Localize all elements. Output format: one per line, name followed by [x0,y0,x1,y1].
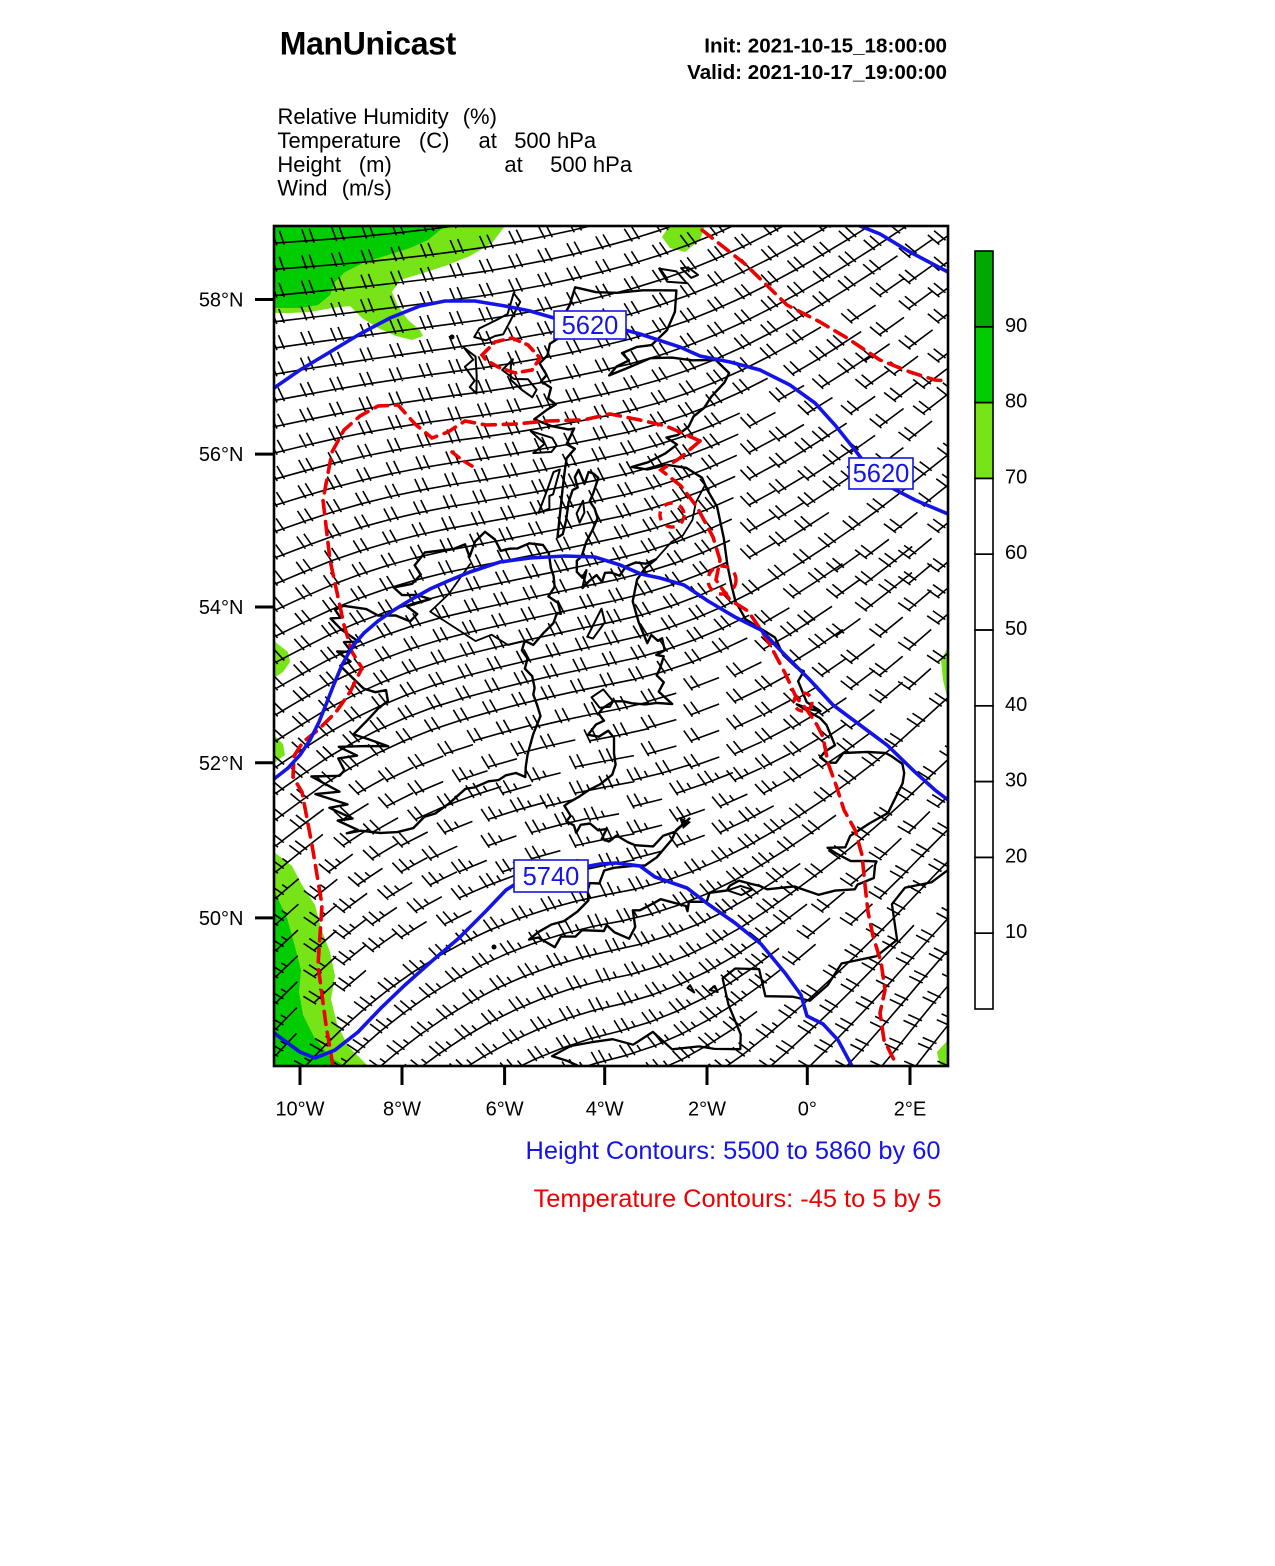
svg-text:60: 60 [1005,542,1027,564]
svg-text:ManUnicast: ManUnicast [280,26,457,62]
svg-text:Relative Humidity: Relative Humidity [278,104,449,129]
svg-text:500 hPa: 500 hPa [550,152,633,177]
svg-text:5620: 5620 [562,312,619,340]
svg-text:2°W: 2°W [688,1099,726,1121]
svg-text:Height Contours: 5500 to 5860: Height Contours: 5500 to 5860 by 60 [525,1137,940,1165]
svg-text:50: 50 [1005,618,1027,640]
svg-text:40: 40 [1005,694,1027,716]
svg-text:56°N: 56°N [199,444,244,466]
svg-text:0°: 0° [798,1099,817,1121]
svg-text:58°N: 58°N [199,290,244,312]
svg-text:4°W: 4°W [586,1099,624,1121]
svg-text:at: at [479,128,497,153]
svg-text:500 hPa: 500 hPa [514,128,597,153]
svg-text:52°N: 52°N [199,753,244,775]
svg-text:80: 80 [1005,391,1027,413]
svg-text:54°N: 54°N [199,597,244,619]
svg-text:(C): (C) [419,128,450,153]
svg-text:Wind: Wind [277,176,327,201]
svg-text:(m/s): (m/s) [342,176,392,201]
svg-text:5620: 5620 [853,460,910,488]
svg-text:50°N: 50°N [199,908,244,930]
svg-text:10: 10 [1005,921,1027,943]
svg-text:10°W: 10°W [275,1099,324,1121]
svg-text:5740: 5740 [523,863,580,891]
svg-text:30: 30 [1005,770,1027,792]
svg-text:8°W: 8°W [383,1099,421,1121]
svg-text:70: 70 [1005,466,1027,488]
svg-text:(%): (%) [463,104,497,129]
svg-text:2°E: 2°E [894,1099,926,1121]
svg-text:Valid: 2021-10-17_19:00:00: Valid: 2021-10-17_19:00:00 [687,61,947,84]
svg-text:Temperature: Temperature [278,128,402,153]
svg-text:(m): (m) [359,152,392,177]
svg-text:20: 20 [1005,845,1027,867]
svg-text:6°W: 6°W [486,1099,524,1121]
svg-text:at: at [504,152,522,177]
svg-text:Temperature Contours: -45 to 5: Temperature Contours: -45 to 5 by 5 [534,1185,942,1213]
svg-text:Init: 2021-10-15_18:00:00: Init: 2021-10-15_18:00:00 [704,35,947,58]
svg-text:Height: Height [277,152,341,177]
svg-text:90: 90 [1005,315,1027,337]
